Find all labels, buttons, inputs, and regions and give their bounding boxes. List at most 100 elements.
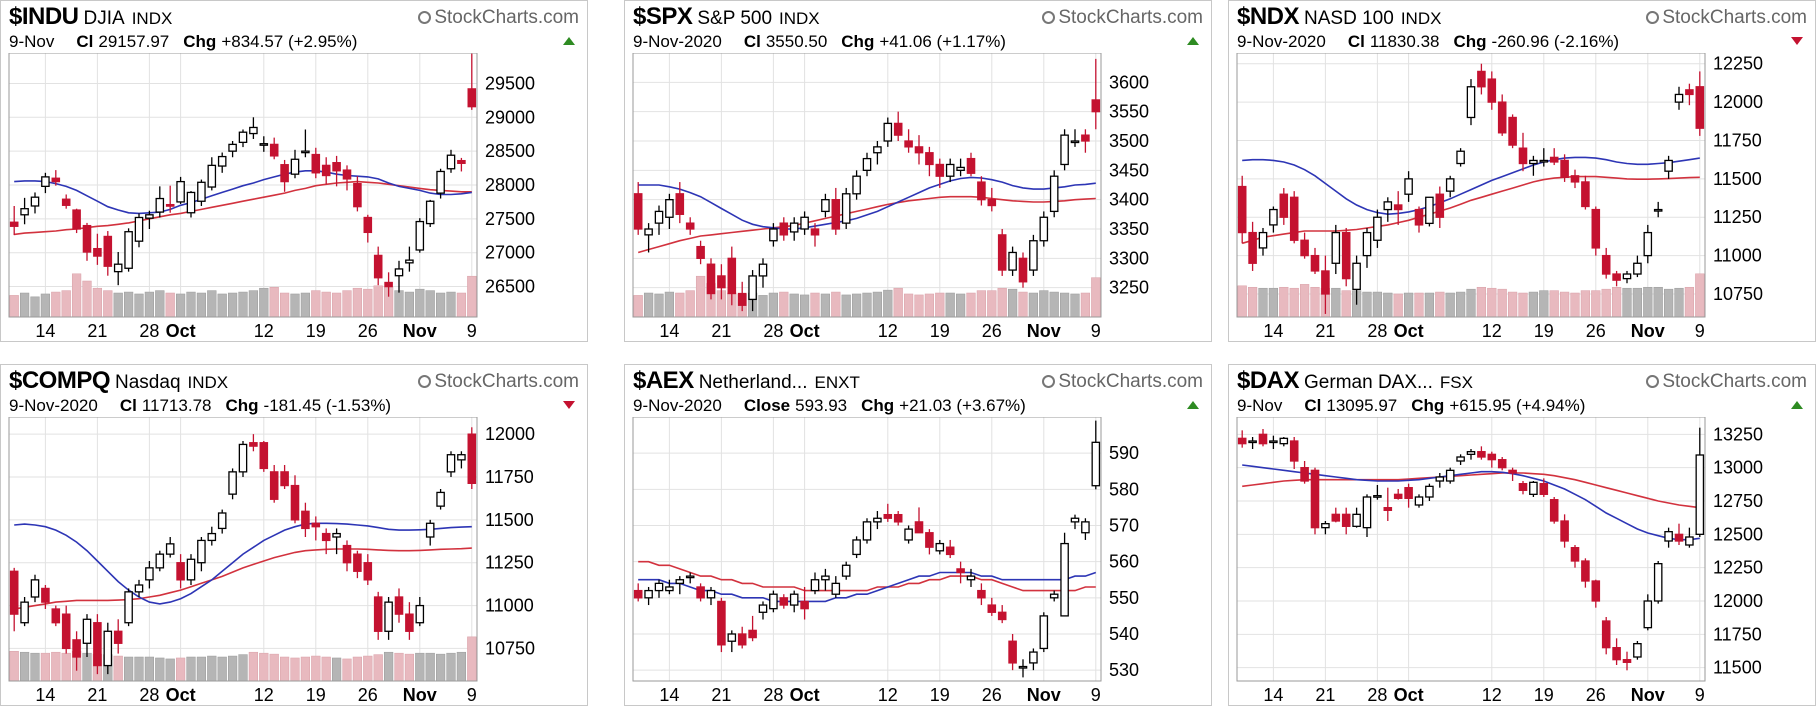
candlestick xyxy=(113,252,123,286)
candle-body xyxy=(467,88,477,108)
volume-bar xyxy=(1383,292,1393,318)
price-plot[interactable]: 530 540 550 560 570 580 590 14 21 28 Oct 12 19 26 Nov 9 xyxy=(625,417,1211,705)
candlestick xyxy=(810,572,820,595)
price-plot[interactable]: 11500 11750 12000 12250 12500 12750 13000 13250… xyxy=(1229,417,1815,705)
candle-body xyxy=(1091,441,1101,487)
volume-bar xyxy=(997,287,1007,318)
candlestick xyxy=(1049,170,1059,218)
title-row: $INDU DJIA INDX StockCharts.com xyxy=(9,3,579,30)
candle-body xyxy=(9,570,19,615)
brand-watermark[interactable]: StockCharts.com xyxy=(1042,7,1203,29)
candle-body xyxy=(633,589,643,599)
candle-body xyxy=(415,220,425,251)
candlestick xyxy=(269,137,279,160)
candle-body xyxy=(51,177,61,183)
x-tick-label: 12 xyxy=(254,321,274,341)
candle-body xyxy=(914,521,924,534)
panel-ndx: $NDX NASD 100 INDX StockCharts.com 9-Nov-2… xyxy=(1228,0,1816,342)
candle-body xyxy=(259,442,269,470)
brand-watermark[interactable]: StockCharts.com xyxy=(1646,7,1807,29)
candlestick xyxy=(1070,514,1080,530)
candlestick xyxy=(706,586,716,606)
volume-bar xyxy=(103,290,113,318)
candle-body xyxy=(1248,440,1257,444)
volume-bar xyxy=(217,293,227,318)
brand-watermark[interactable]: StockCharts.com xyxy=(418,7,579,29)
brand-watermark[interactable]: StockCharts.com xyxy=(1042,371,1203,393)
chart-name: S&P 500 xyxy=(697,8,773,29)
candle-body xyxy=(176,180,185,203)
volume-bar xyxy=(1091,277,1101,318)
candle-body xyxy=(1331,231,1341,264)
y-tick-label: 26500 xyxy=(485,277,535,297)
candlestick xyxy=(1695,427,1705,537)
candle-body xyxy=(113,263,123,273)
volume-bar xyxy=(352,656,363,682)
panel-aex: $AEX Netherland... ENXT StockCharts.com 9-… xyxy=(624,364,1212,706)
volume-bar xyxy=(9,650,19,682)
x-tick-label: 28 xyxy=(763,321,783,341)
candlestick xyxy=(1269,206,1278,233)
chart-symbol[interactable]: $AEX xyxy=(633,367,694,394)
candlestick xyxy=(238,129,248,148)
candlestick xyxy=(290,149,300,179)
volume-bar xyxy=(872,291,883,318)
volume-bar xyxy=(71,273,82,318)
volume-bar xyxy=(924,293,935,318)
volume-bar xyxy=(955,293,966,318)
chart-symbol[interactable]: $DAX xyxy=(1237,367,1300,394)
volume-bar xyxy=(1258,287,1268,318)
candle-body xyxy=(717,275,726,289)
candle-body xyxy=(72,209,81,230)
candle-body xyxy=(207,164,217,188)
candle-body xyxy=(1341,513,1351,527)
candle-body xyxy=(862,521,872,541)
chart-symbol[interactable]: $SPX xyxy=(633,3,693,30)
chart-date: 9-Nov-2020 xyxy=(9,396,98,415)
candlestick xyxy=(1373,485,1382,500)
candlestick xyxy=(893,511,903,526)
volume-bar xyxy=(331,657,342,682)
candle-body xyxy=(841,564,851,577)
brand-watermark[interactable]: StockCharts.com xyxy=(418,371,579,393)
candlestick xyxy=(644,223,653,253)
price-plot[interactable]: 3250 3300 3350 3400 3450 3500 3550 3600 14 21 28 Oc… xyxy=(625,53,1211,341)
candle-body xyxy=(737,292,747,306)
candle-body xyxy=(1310,469,1320,529)
panel-spx: $SPX S&P 500 INDX StockCharts.com 9-Nov-20… xyxy=(624,0,1212,342)
chart-symbol[interactable]: $COMPQ xyxy=(9,367,111,394)
x-tick-label: 21 xyxy=(1315,685,1335,705)
candlestick xyxy=(654,205,664,235)
candle-body xyxy=(1362,231,1372,257)
price-plot[interactable]: 26500 27000 27500 28000 28500 29000 29500 14 21 2… xyxy=(1,53,587,341)
brand-watermark[interactable]: StockCharts.com xyxy=(1646,371,1807,393)
x-tick-label: 12 xyxy=(254,685,274,705)
candlestick xyxy=(103,231,113,276)
candle-body xyxy=(1497,101,1507,134)
candle-body xyxy=(394,596,404,615)
x-tick-label: Nov xyxy=(1631,321,1665,341)
candlestick xyxy=(103,622,113,675)
candlestick xyxy=(841,187,851,229)
candle-body xyxy=(1518,483,1528,491)
volume-bar xyxy=(1403,292,1414,318)
candlestick xyxy=(769,590,778,613)
price-plot[interactable]: 10750 11000 11250 11500 11750 12000 14 21 28 Oct 1… xyxy=(1,417,587,705)
x-tick-label: 28 xyxy=(1367,321,1387,341)
candlestick xyxy=(1445,467,1455,484)
volume-bar xyxy=(654,293,664,318)
chart-symbol[interactable]: $NDX xyxy=(1237,3,1300,30)
close-value: 11713.78 xyxy=(141,396,212,415)
candle-body xyxy=(1477,70,1486,88)
candle-body xyxy=(654,582,664,592)
x-tick-label: Oct xyxy=(1394,321,1424,341)
price-plot[interactable]: 10750 11000 11250 11500 11750 12000 12250 14 21 2… xyxy=(1229,53,1815,341)
volume-bar xyxy=(165,292,175,318)
candle-body xyxy=(436,491,445,507)
candlestick xyxy=(1008,633,1017,671)
candlestick xyxy=(1612,270,1621,287)
chart-symbol[interactable]: $INDU xyxy=(9,3,79,30)
candle-body xyxy=(1383,201,1393,211)
candlestick xyxy=(1091,58,1101,130)
volume-bar xyxy=(633,295,643,318)
